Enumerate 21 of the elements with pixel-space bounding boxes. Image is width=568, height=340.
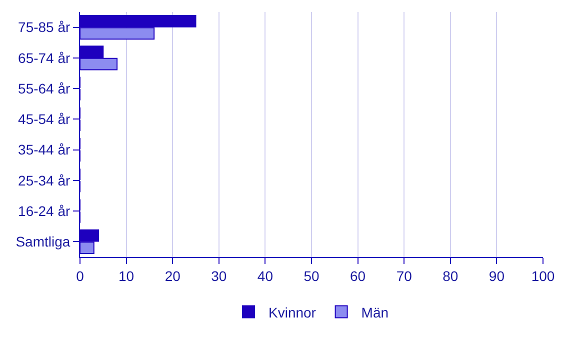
x-tick-label: 20 xyxy=(164,268,181,284)
y-tick-label: 45-54 år xyxy=(18,111,71,128)
x-tick-label: 80 xyxy=(442,268,458,284)
y-tick-label: 65-74 år xyxy=(18,50,71,66)
x-tick-label: 30 xyxy=(211,268,227,284)
legend-label: Män xyxy=(361,304,389,320)
y-tick-label: 16-24 år xyxy=(18,202,71,219)
x-tick-label: 100 xyxy=(531,268,555,284)
x-tick-label: 70 xyxy=(396,268,412,284)
x-tick-label: 10 xyxy=(118,268,134,284)
y-tick-label: 35-44 år xyxy=(18,142,71,158)
y-tick-label: 25-34 år xyxy=(18,172,71,188)
x-tick-label: 40 xyxy=(257,268,274,284)
legend-label: Kvinnor xyxy=(268,304,316,320)
x-tick-label: 0 xyxy=(76,268,84,284)
x-tick-label: 50 xyxy=(304,268,320,284)
y-tick-label: 55-64 år xyxy=(18,80,71,96)
x-tick-label: 90 xyxy=(488,268,505,284)
x-tick-label: 60 xyxy=(350,268,366,284)
y-tick-label: 75-85 år xyxy=(18,19,71,36)
y-tick-label: Samtliga xyxy=(16,234,70,250)
